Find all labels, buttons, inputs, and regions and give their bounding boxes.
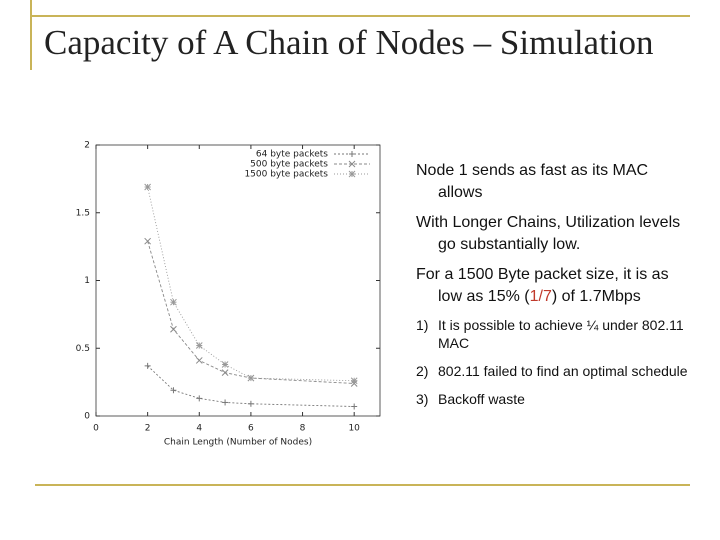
point-marker bbox=[221, 369, 229, 376]
marker-stroke bbox=[221, 361, 229, 368]
chart: 0 0.5 1 1.5 2 0 2 4 6 8 10 Chain Length (Number of … bbox=[76, 141, 381, 448]
point-marker bbox=[348, 170, 356, 178]
bullet: With Longer Chains, Utilization levels g… bbox=[416, 212, 696, 256]
decor-line bbox=[30, 15, 690, 17]
legend-label: 1500 byte packets bbox=[244, 170, 328, 180]
text-column: Node 1 sends as fast as its MAC allows Wi… bbox=[416, 160, 696, 418]
marker-stroke bbox=[195, 342, 203, 349]
point-marker bbox=[247, 374, 255, 382]
y-tick-label: 2 bbox=[84, 141, 90, 151]
series-line bbox=[147, 241, 355, 384]
point-marker bbox=[170, 387, 177, 394]
point-marker bbox=[170, 325, 177, 333]
bullet-text: ) of 1.7Mbps bbox=[551, 288, 641, 305]
point-marker bbox=[144, 237, 151, 245]
x-axis-label: Chain Length (Number of Nodes) bbox=[164, 438, 312, 448]
point-marker bbox=[222, 399, 229, 406]
decor-line bbox=[35, 484, 690, 486]
item-text: It is possible to achieve ¼ under 802.11… bbox=[438, 317, 684, 351]
point-marker bbox=[195, 357, 203, 364]
marker-stroke bbox=[348, 170, 356, 178]
marker-stroke bbox=[144, 237, 151, 245]
point-marker bbox=[195, 342, 203, 349]
marker-stroke bbox=[170, 325, 177, 333]
point-marker bbox=[247, 400, 254, 407]
y-tick-label: 1.5 bbox=[76, 208, 90, 218]
numbered-item: 2) 802.11 failed to find an optimal sched… bbox=[416, 362, 696, 380]
point-marker bbox=[350, 377, 358, 385]
marker-stroke bbox=[348, 160, 356, 168]
numbered-item: 1) It is possible to achieve ¼ under 802.… bbox=[416, 316, 696, 352]
bullet-text: For a 1500 Byte packet size, it is as lo… bbox=[416, 266, 669, 305]
marker-stroke bbox=[247, 374, 255, 382]
point-marker bbox=[351, 403, 358, 410]
point-marker bbox=[349, 151, 355, 157]
bullet-text: 1/7 bbox=[529, 288, 552, 305]
marker-stroke bbox=[170, 298, 177, 306]
x-tick-label: 4 bbox=[196, 424, 202, 434]
point-marker bbox=[170, 298, 177, 306]
marker-stroke bbox=[144, 183, 151, 191]
item-text: Backoff waste bbox=[438, 391, 525, 407]
series-line bbox=[147, 365, 355, 407]
bullet-text: With Longer Chains, Utilization levels g… bbox=[416, 214, 681, 253]
x-tick-label: 6 bbox=[248, 424, 254, 434]
series-line bbox=[147, 186, 355, 382]
point-marker bbox=[221, 361, 229, 368]
item-number: 1) bbox=[416, 317, 429, 333]
point-marker bbox=[144, 362, 151, 369]
item-number: 3) bbox=[416, 391, 429, 407]
x-tick-label: 0 bbox=[93, 424, 99, 434]
bullet: Node 1 sends as fast as its MAC allows bbox=[416, 160, 696, 204]
legend-label: 500 byte packets bbox=[250, 160, 328, 170]
point-marker bbox=[348, 160, 356, 168]
plot-frame bbox=[95, 144, 381, 417]
y-tick-label: 0.5 bbox=[76, 344, 90, 354]
point-marker bbox=[144, 183, 151, 191]
item-number: 2) bbox=[416, 363, 429, 379]
legend-label: 64 byte packets bbox=[256, 150, 328, 160]
item-text: 802.11 failed to find an optimal schedul… bbox=[438, 363, 688, 379]
y-tick-label: 0 bbox=[84, 412, 90, 422]
x-tick-label: 8 bbox=[300, 424, 306, 434]
point-marker bbox=[196, 395, 203, 402]
x-tick-label: 10 bbox=[348, 424, 360, 434]
marker-stroke bbox=[221, 369, 229, 376]
marker-stroke bbox=[350, 377, 358, 385]
y-tick-label: 1 bbox=[84, 276, 90, 286]
x-tick-label: 2 bbox=[145, 424, 151, 434]
decor-line bbox=[30, 0, 32, 70]
bullet: For a 1500 Byte packet size, it is as lo… bbox=[416, 264, 696, 308]
numbered-item: 3) Backoff waste bbox=[416, 390, 696, 408]
marker-stroke bbox=[195, 357, 203, 364]
slide-title: Capacity of A Chain of Nodes – Simulatio… bbox=[44, 23, 654, 62]
bullet-text: Node 1 sends as fast as its MAC allows bbox=[416, 162, 649, 201]
